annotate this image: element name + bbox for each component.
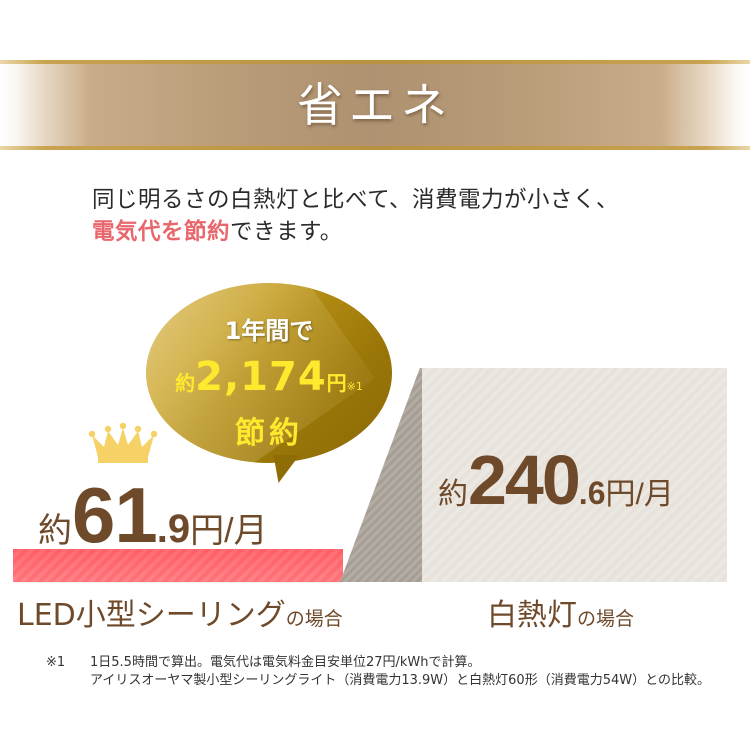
led-label-main: LED小型シーリング [17, 598, 286, 633]
led-price-prefix: 約 [38, 512, 72, 550]
bubble-amount-prefix: 約 [175, 371, 196, 395]
led-label: LED小型シーリングの場合 [17, 590, 343, 634]
banner-top-rule [0, 60, 750, 64]
bubble-tail [266, 455, 300, 483]
bubble-footnote-ref: ※1 [346, 380, 363, 393]
inc-price-unit: 円/月 [605, 478, 674, 511]
led-monthly-cost: 約61.9円/月 [38, 470, 268, 561]
bubble-amount: 約2,174円※1 [146, 354, 392, 400]
led-cost-bar-overlay [13, 549, 343, 582]
led-price-unit: 円/月 [190, 512, 268, 550]
bubble-savings-label: 節約 [235, 416, 303, 451]
led-cost-bar [13, 549, 343, 582]
intro-line-1: 同じ明るさの白熱灯と比べて、消費電力が小さく、 [92, 187, 619, 213]
led-price-decimal: .9 [156, 507, 191, 551]
inc-price-prefix: 約 [438, 478, 468, 511]
led-label-suffix: の場合 [285, 608, 343, 630]
intro-line-2-rest: できます。 [230, 219, 343, 245]
inc-price-integer: 240 [468, 441, 581, 519]
incandescent-label-main: 白熱灯 [487, 598, 577, 633]
inc-price-decimal: .6 [578, 475, 606, 511]
intro-text: 同じ明るさの白熱灯と比べて、消費電力が小さく、 電気代を節約できます。 [92, 184, 712, 248]
section-banner: 省エネ [0, 60, 750, 150]
savings-bubble [146, 283, 392, 463]
bubble-amount-unit: 円 [326, 371, 347, 395]
led-price-integer: 61 [72, 471, 158, 559]
section-title: 省エネ [297, 78, 453, 132]
bubble-period: 1年間で [224, 317, 314, 345]
intro-highlight: 電気代を節約 [92, 219, 231, 245]
bubble-amount-value: 2,174 [195, 354, 327, 400]
footnote: ※1 1日5.5時間で算出。電気代は電気料金目安単位27円/kWhで計算。 アイリ… [46, 654, 710, 690]
incandescent-label: 白熱灯の場合 [487, 590, 634, 634]
footnote-mark: ※1 [46, 655, 66, 670]
incandescent-monthly-cost: 約240.6円/月 [438, 440, 674, 520]
intro-line-2: 電気代を節約できます。 [92, 216, 712, 248]
banner-background [0, 64, 750, 146]
banner-bottom-rule [0, 146, 750, 150]
incandescent-label-suffix: の場合 [577, 608, 635, 630]
crown-icon [88, 423, 158, 463]
footnote-line-2: アイリスオーヤマ製小型シーリングライト（消費電力13.9W）と白熱灯60形（消費… [90, 673, 710, 688]
footnote-text-1: 1日5.5時間で算出。電気代は電気料金目安単位27円/kWhで計算。 [90, 655, 481, 670]
incandescent-cost-bar [422, 368, 727, 582]
footnote-line-1: ※1 1日5.5時間で算出。電気代は電気料金目安単位27円/kWhで計算。 [46, 654, 710, 672]
